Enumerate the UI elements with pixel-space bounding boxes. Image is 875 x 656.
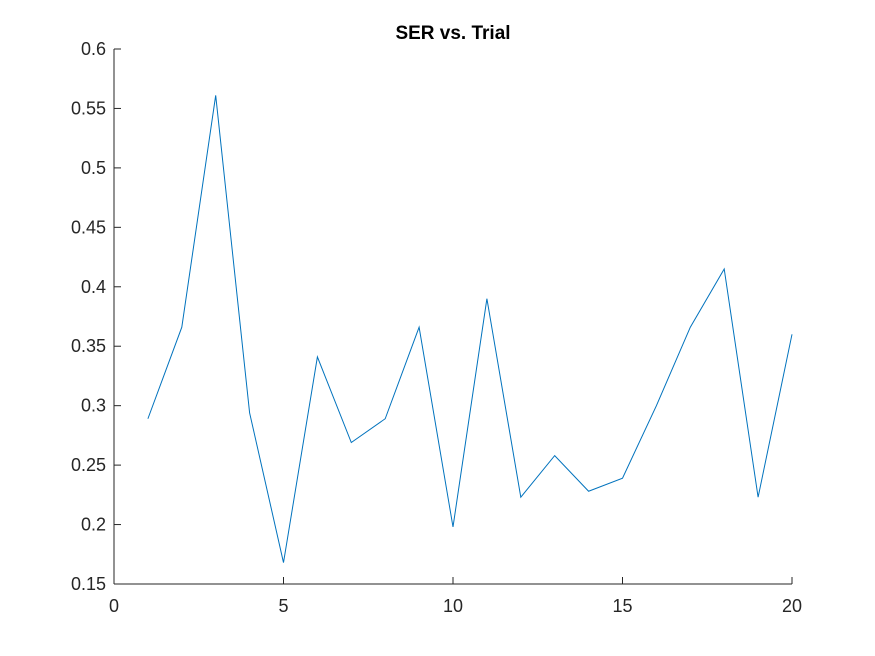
y-tick-label: 0.6 (81, 39, 106, 59)
data-point (690, 327, 691, 328)
y-tick-label: 0.15 (71, 574, 106, 594)
data-point (656, 405, 657, 406)
x-tick-label: 5 (278, 596, 288, 616)
data-point (181, 327, 182, 328)
data-point (554, 455, 555, 456)
data-point (724, 268, 725, 269)
x-tick-label: 0 (109, 596, 119, 616)
ticks: 0 5 10 15 20 0.15 0.2 0.25 0.3 0.35 0.4 0.45 0.5 0.55… (71, 39, 802, 616)
chart-title: SER vs. Trial (395, 23, 510, 44)
data-point (622, 478, 623, 479)
data-point (317, 356, 318, 357)
data-point (385, 418, 386, 419)
y-tick-label: 0.45 (71, 217, 106, 237)
x-tick-label: 15 (612, 596, 632, 616)
data-point (758, 497, 759, 498)
x-tick-label: 10 (443, 596, 463, 616)
data-point (453, 526, 454, 527)
y-tick-label: 0.25 (71, 455, 106, 475)
data-point (419, 327, 420, 328)
data-point (147, 418, 148, 419)
data-point (283, 562, 284, 563)
data-point (588, 491, 589, 492)
y-tick-label: 0.55 (71, 98, 106, 118)
series (147, 95, 793, 563)
data-point (249, 412, 250, 413)
data-point (792, 334, 793, 335)
series-line-0 (147, 95, 793, 563)
x-tick-label: 20 (782, 596, 802, 616)
y-tick-label: 0.4 (81, 277, 106, 297)
data-point (351, 442, 352, 443)
data-point (486, 298, 487, 299)
y-tick-label: 0.35 (71, 336, 106, 356)
axes (113, 49, 792, 585)
data-point (215, 95, 216, 96)
y-tick-label: 0.2 (81, 515, 106, 535)
y-tick-label: 0.5 (81, 158, 106, 178)
data-point (520, 497, 521, 498)
y-tick-label: 0.3 (81, 396, 106, 416)
